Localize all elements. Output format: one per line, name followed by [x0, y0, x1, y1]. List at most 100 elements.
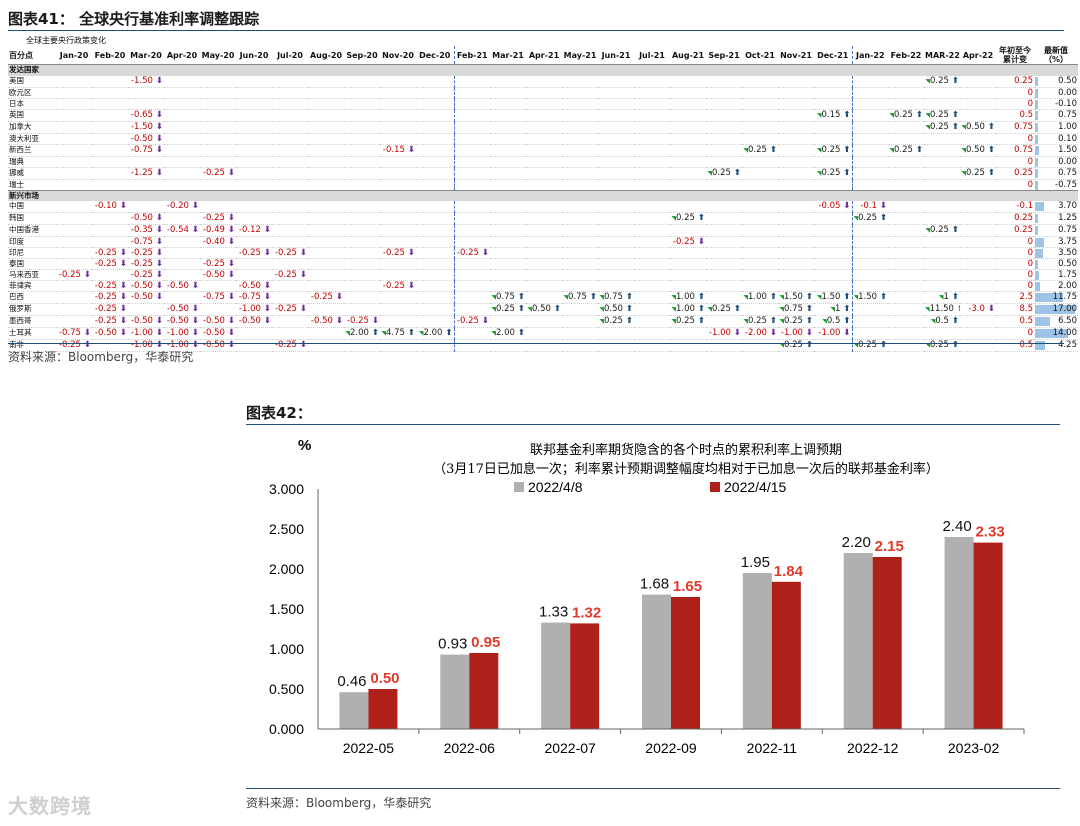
up-arrow-icon: ⬆: [802, 291, 813, 302]
rate-cell: [814, 156, 853, 168]
x-tick-label: 2022-06: [444, 740, 496, 756]
group-header: 新兴市场: [8, 189, 1078, 201]
down-arrow-icon: ⬇: [188, 316, 199, 326]
rate-cell: ◥0.75 ⬆: [598, 291, 634, 304]
x-tick-label: 2022-11: [747, 740, 798, 756]
cut-value: -0.25: [382, 280, 405, 291]
rate-cell: [706, 109, 742, 122]
rate-cell: [888, 327, 924, 340]
rate-cell: [888, 291, 924, 304]
rate-cell: -0.1 ⬇: [852, 201, 888, 213]
rate-cell: [852, 303, 888, 316]
rate-cell: [416, 315, 455, 328]
rate-cell: [598, 280, 634, 292]
hike-value: 11.50: [929, 303, 954, 314]
rate-cell: [924, 258, 960, 270]
rate-cell: [670, 247, 706, 259]
rate-cell: [562, 315, 598, 328]
rate-cell: [634, 121, 670, 134]
down-arrow-icon: ⬇: [116, 292, 127, 302]
rate-cell: [416, 291, 455, 304]
up-arrow-icon: ⬆: [840, 144, 851, 155]
cut-value: -1.00: [130, 328, 153, 338]
rate-cell: [272, 315, 308, 328]
down-arrow-icon: ⬇: [260, 247, 271, 258]
rate-cell: [272, 121, 308, 134]
rate-cell: [308, 98, 344, 110]
hike-value: 0.15: [821, 109, 841, 120]
rate-cell: [344, 291, 380, 304]
rate-cell: -0.75 ⬇: [236, 291, 272, 304]
cut-value: -0.25: [274, 304, 297, 314]
down-arrow-icon: ⬇: [116, 280, 127, 291]
down-arrow-icon: ⬇: [224, 328, 235, 338]
rate-cell: [852, 280, 888, 292]
rate-cell: [670, 98, 706, 110]
table-row: 墨西哥 -0.25 ⬇ -0.50 ⬇ -0.50 ⬇ -0.50 ⬇ -0.50 ⬇ -0…: [8, 315, 1078, 328]
rate-cell: -0.50 ⬇: [308, 315, 344, 328]
rate-cell: [200, 201, 236, 213]
rate-cell: [200, 109, 236, 122]
rate-cell: [778, 144, 814, 157]
latest-rate-value: -0.10: [1055, 98, 1077, 109]
up-arrow-icon: ⬆: [766, 144, 777, 155]
chart-title: 联邦基金利率期货隐含的各个时点的累积利率上调预期: [530, 442, 842, 458]
rate-cell: [670, 167, 706, 180]
rate-cell: ◥0.25 ⬆: [924, 121, 960, 134]
rate-cell: [92, 179, 128, 191]
cut-value: -0.20: [166, 201, 189, 212]
rate-cell: [598, 121, 634, 134]
rate-cell: -1.00 ⬇: [164, 339, 200, 352]
rate-cell: [562, 109, 598, 122]
rate-cell: -0.75 ⬇: [128, 144, 164, 157]
up-arrow-icon: ⬆: [550, 303, 561, 314]
cut-value: -0.50: [202, 328, 225, 338]
rate-cell: ◥0.75 ⬆: [562, 291, 598, 304]
rate-cell: -0.50 ⬇: [128, 315, 164, 328]
latest-rate-value: 3.70: [1058, 201, 1077, 212]
month-header: Apr-21: [526, 46, 562, 65]
cut-value: -1.00: [166, 328, 189, 338]
rate-cell: [562, 236, 598, 248]
country-name: 印尼: [8, 247, 56, 259]
table-row: 中国香港 -0.35 ⬇ -0.54 ⬇ -0.49 ⬇ -0.12 ⬇ ◥0.25 ⬆ 0…: [8, 224, 1078, 237]
cut-value: -0.25: [94, 280, 117, 291]
rate-cell: [960, 269, 996, 281]
up-arrow-icon: ⬆: [730, 303, 741, 314]
cut-value: -0.50: [166, 280, 189, 291]
rate-cell: [634, 247, 670, 259]
rate-cell: [272, 98, 308, 110]
rate-cell: -1.25 ⬇: [128, 167, 164, 180]
rate-cell: [272, 291, 308, 304]
bar-apr15: [570, 623, 600, 729]
rate-cell: ◥0.25 ⬆: [706, 303, 742, 316]
flag-icon: ◥: [925, 305, 930, 313]
cut-value: -0.50: [130, 280, 153, 291]
rate-cell: ◥1 ⬆: [814, 303, 853, 316]
cum-change: 0.75: [996, 144, 1034, 157]
down-arrow-icon: ⬇: [478, 316, 489, 326]
rate-cell: [778, 269, 814, 281]
rate-cell: [778, 156, 814, 168]
rate-cell: [562, 247, 598, 259]
rate-cell: [344, 339, 380, 352]
rate-cell: -0.50 ⬇: [128, 212, 164, 225]
rate-cell: -1.00 ⬇: [164, 327, 200, 340]
rate-cell: [670, 179, 706, 191]
rate-cell: -1.00 ⬇: [128, 339, 164, 352]
latest-rate-bar: [1035, 122, 1038, 132]
flag-icon: ◥: [527, 305, 532, 313]
country-name: 南非: [8, 339, 56, 352]
country-name: 中国香港: [8, 224, 56, 237]
rate-cell: [272, 212, 308, 225]
rate-cell: [526, 280, 562, 292]
rate-cell: [852, 87, 888, 99]
rate-cell: [634, 280, 670, 292]
rate-cell: ◥0.50 ⬆: [526, 303, 562, 316]
month-header: Aug-20: [308, 46, 344, 65]
rate-cell: ◥0.25 ⬆: [598, 315, 634, 328]
cut-value: -1.50: [130, 122, 153, 132]
rate-cell: -3.0 ⬇: [960, 303, 996, 316]
rate-cell: [308, 224, 344, 237]
up-arrow-icon: ⬆: [984, 144, 995, 155]
